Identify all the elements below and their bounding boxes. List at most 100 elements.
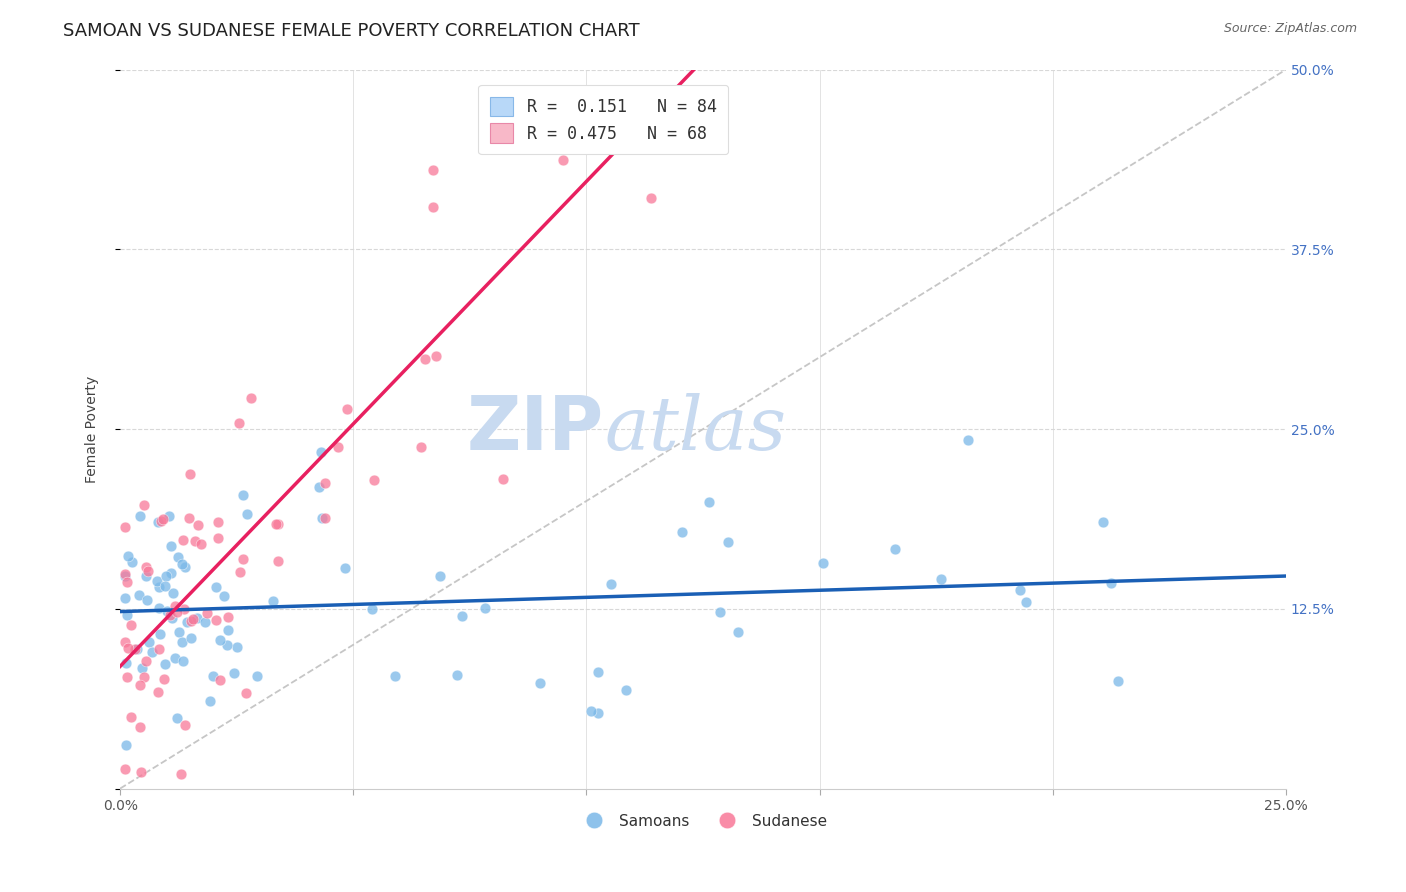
Point bbox=[125, 641, 148, 656]
Point bbox=[172, 533, 194, 548]
Point bbox=[136, 564, 159, 578]
Point bbox=[129, 765, 152, 780]
Point bbox=[314, 476, 336, 491]
Point bbox=[129, 509, 152, 524]
Point bbox=[129, 720, 152, 734]
Point bbox=[333, 561, 356, 575]
Point bbox=[117, 670, 139, 684]
Point bbox=[148, 685, 170, 699]
Point bbox=[157, 508, 180, 523]
Point bbox=[360, 602, 382, 616]
Y-axis label: Female Poverty: Female Poverty bbox=[86, 376, 100, 483]
Point bbox=[429, 568, 451, 582]
Point bbox=[232, 488, 254, 502]
Point bbox=[173, 718, 195, 732]
Point bbox=[172, 654, 194, 668]
Point bbox=[159, 540, 181, 554]
Point bbox=[167, 624, 190, 639]
Point bbox=[114, 569, 136, 583]
Point bbox=[156, 603, 179, 617]
Point bbox=[236, 507, 259, 521]
Point bbox=[311, 444, 333, 458]
Text: Source: ZipAtlas.com: Source: ZipAtlas.com bbox=[1223, 22, 1357, 36]
Point bbox=[114, 520, 136, 534]
Point bbox=[117, 641, 139, 656]
Point bbox=[217, 609, 239, 624]
Point bbox=[163, 651, 186, 665]
Point bbox=[115, 575, 138, 590]
Point bbox=[153, 579, 176, 593]
Point bbox=[560, 128, 582, 142]
Point bbox=[167, 549, 190, 564]
Point bbox=[115, 608, 138, 623]
Point bbox=[308, 480, 330, 494]
Point bbox=[240, 391, 263, 405]
Point bbox=[181, 612, 204, 626]
Point bbox=[215, 638, 238, 652]
Point bbox=[120, 710, 142, 724]
Point bbox=[614, 683, 637, 698]
Point bbox=[581, 704, 603, 718]
Point bbox=[120, 617, 142, 632]
Point bbox=[180, 631, 202, 645]
Text: atlas: atlas bbox=[605, 392, 786, 466]
Point bbox=[204, 613, 226, 627]
Point bbox=[209, 673, 232, 687]
Point bbox=[163, 599, 186, 613]
Point bbox=[474, 601, 496, 615]
Point bbox=[179, 467, 201, 482]
Point bbox=[422, 162, 444, 177]
Point bbox=[492, 472, 515, 486]
Point bbox=[149, 626, 172, 640]
Point bbox=[314, 511, 336, 525]
Point bbox=[176, 615, 198, 629]
Point bbox=[326, 441, 349, 455]
Point bbox=[267, 554, 290, 568]
Point bbox=[115, 657, 138, 671]
Point bbox=[172, 558, 194, 572]
Point bbox=[121, 555, 143, 569]
Point bbox=[115, 739, 138, 753]
Point bbox=[264, 517, 287, 532]
Point bbox=[336, 401, 359, 416]
Point bbox=[697, 495, 720, 509]
Point bbox=[138, 634, 160, 648]
Point bbox=[150, 514, 173, 528]
Point bbox=[599, 577, 621, 591]
Point bbox=[811, 556, 834, 570]
Point bbox=[173, 602, 195, 616]
Point bbox=[194, 615, 217, 629]
Point bbox=[155, 568, 177, 582]
Point bbox=[505, 112, 527, 126]
Point bbox=[228, 565, 250, 579]
Point bbox=[232, 552, 254, 566]
Point bbox=[931, 572, 953, 586]
Text: ZIP: ZIP bbox=[467, 392, 605, 466]
Point bbox=[1107, 673, 1129, 688]
Legend: Samoans, Sudanese: Samoans, Sudanese bbox=[574, 807, 834, 835]
Point bbox=[184, 534, 207, 549]
Point bbox=[529, 676, 551, 690]
Point bbox=[222, 665, 245, 680]
Point bbox=[201, 668, 224, 682]
Point bbox=[207, 515, 229, 529]
Point bbox=[170, 767, 193, 781]
Point bbox=[1015, 595, 1038, 609]
Point bbox=[153, 657, 176, 672]
Point bbox=[422, 200, 444, 214]
Point bbox=[446, 667, 468, 681]
Point bbox=[209, 633, 232, 648]
Point bbox=[136, 593, 159, 607]
Point bbox=[128, 678, 150, 692]
Point bbox=[602, 119, 624, 133]
Point bbox=[425, 349, 447, 363]
Point bbox=[709, 606, 731, 620]
Point bbox=[141, 645, 163, 659]
Point bbox=[413, 352, 436, 367]
Point bbox=[671, 524, 693, 539]
Point bbox=[179, 511, 201, 525]
Point bbox=[166, 711, 188, 725]
Point bbox=[124, 642, 146, 657]
Point bbox=[174, 560, 197, 574]
Point bbox=[411, 441, 433, 455]
